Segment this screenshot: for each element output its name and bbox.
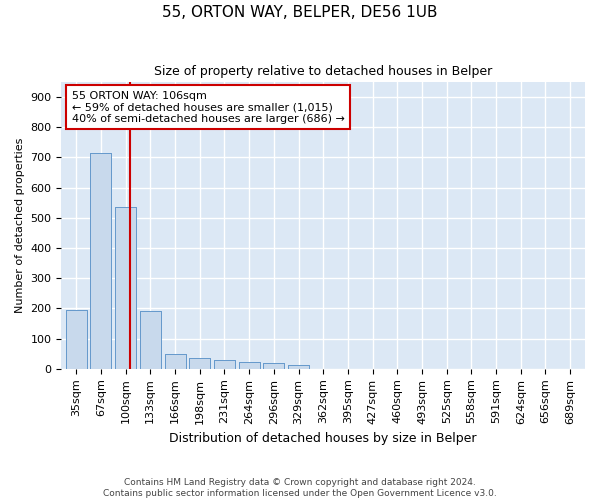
Text: 55, ORTON WAY, BELPER, DE56 1UB: 55, ORTON WAY, BELPER, DE56 1UB: [162, 5, 438, 20]
Y-axis label: Number of detached properties: Number of detached properties: [15, 138, 25, 313]
Bar: [189, 358, 210, 369]
Text: Contains HM Land Registry data © Crown copyright and database right 2024.
Contai: Contains HM Land Registry data © Crown c…: [103, 478, 497, 498]
Bar: [189, 358, 210, 369]
Text: 55 ORTON WAY: 106sqm
← 59% of detached houses are smaller (1,015)
40% of semi-de: 55 ORTON WAY: 106sqm ← 59% of detached h…: [72, 90, 345, 124]
Bar: [164, 354, 185, 369]
Title: Size of property relative to detached houses in Belper: Size of property relative to detached ho…: [154, 65, 493, 78]
Bar: [263, 364, 284, 369]
Bar: [140, 312, 161, 369]
Bar: [239, 362, 260, 369]
Bar: [66, 310, 87, 369]
Bar: [115, 208, 136, 369]
Bar: [239, 362, 260, 369]
Bar: [115, 208, 136, 369]
Bar: [214, 360, 235, 369]
Bar: [91, 153, 112, 369]
Bar: [288, 364, 309, 369]
Bar: [140, 312, 161, 369]
Bar: [66, 310, 87, 369]
Bar: [288, 364, 309, 369]
Bar: [214, 360, 235, 369]
Bar: [263, 364, 284, 369]
X-axis label: Distribution of detached houses by size in Belper: Distribution of detached houses by size …: [169, 432, 477, 445]
Bar: [164, 354, 185, 369]
Bar: [91, 153, 112, 369]
